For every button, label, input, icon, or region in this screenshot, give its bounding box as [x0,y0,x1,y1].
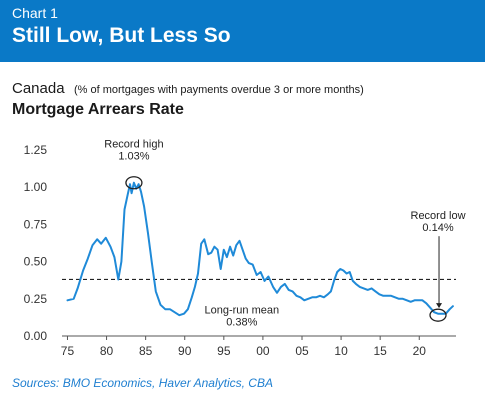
x-tick-label: 15 [373,344,387,358]
x-tick-label: 20 [413,344,427,358]
x-tick-label: 90 [178,344,192,358]
subtitle-region: Canada [12,80,65,97]
chart-heading: Mortgage Arrears Rate [12,101,184,118]
x-tick-label: 95 [217,344,231,358]
source-note: Sources: BMO Economics, Haver Analytics,… [12,376,273,390]
subtitle-line: Canada (% of mortgages with payments ove… [12,80,364,98]
x-tick-label: 00 [256,344,270,358]
y-tick-label: 0.50 [24,255,48,269]
y-tick-label: 0.25 [24,292,48,306]
x-tick-label: 10 [334,344,348,358]
annotation-value: 0.38% [226,316,257,328]
annotation-circle [125,176,143,190]
y-tick-label: 0.75 [24,217,48,231]
x-axis: 75 80 85 90 95 00 05 10 15 20 [61,335,456,358]
x-tick-label: 05 [295,344,309,358]
annotation-value: 1.03% [118,151,149,163]
x-tick-label: 75 [61,344,75,358]
annotation-circle [429,308,447,322]
y-tick-label: 1.25 [24,143,48,157]
x-tick-label: 85 [139,344,153,358]
series-line [66,181,454,317]
chart-title: Still Low, But Less So [12,24,231,47]
y-axis-ticks: 0.00 0.25 0.50 0.75 1.00 1.25 [24,143,48,343]
chart-header-bar: Chart 1 Still Low, But Less So [0,0,485,62]
annotation-label: Record low [411,210,466,222]
x-tick-label: 80 [100,344,114,358]
annotation-arrowhead [436,303,443,309]
chart-number: Chart 1 [12,5,58,21]
annotation-label: Long-run mean [204,304,279,316]
annotation-value: 0.14% [422,222,453,234]
y-tick-label: 1.00 [24,180,48,194]
y-tick-label: 0.00 [24,329,48,343]
subtitle-note: (% of mortgages with payments overdue 3 … [74,84,364,96]
annotation-label: Record high [104,139,163,151]
series-group [66,181,454,317]
